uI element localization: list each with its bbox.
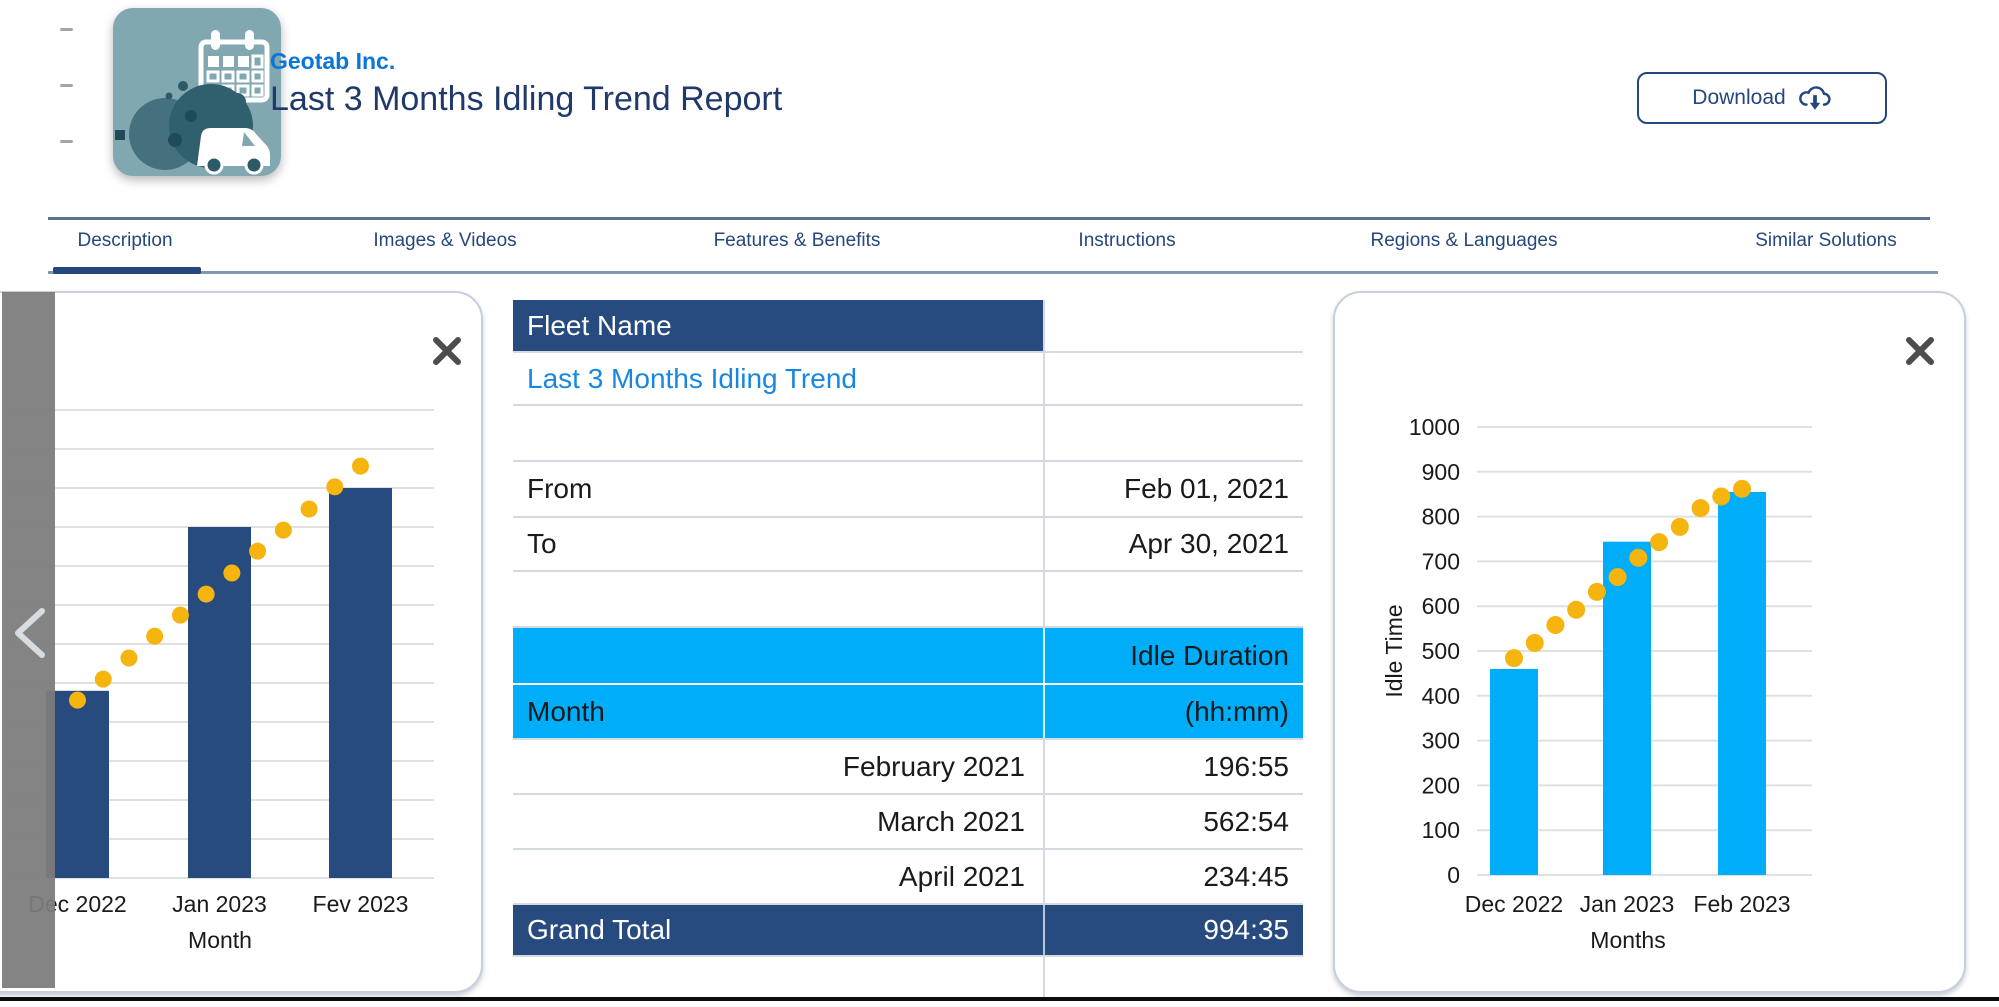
- svg-text:300: 300: [1422, 728, 1460, 754]
- svg-text:800: 800: [1422, 504, 1460, 530]
- svg-text:100: 100: [1422, 817, 1460, 843]
- svg-text:Dec 2022: Dec 2022: [1465, 891, 1563, 917]
- active-tab-underline: [53, 267, 201, 274]
- table-row: [513, 957, 1303, 997]
- tabbar-top-border: [48, 217, 1930, 220]
- table-row: March 2021 562:54: [513, 795, 1303, 850]
- idle-cell: 562:54: [1043, 795, 1303, 848]
- idle-cell: 196:55: [1043, 740, 1303, 793]
- to-label-cell: To: [527, 528, 557, 559]
- download-button[interactable]: Download: [1637, 72, 1887, 124]
- chevron-left-icon: [15, 608, 45, 658]
- idle-cell: 234:45: [1043, 850, 1303, 903]
- table-row: February 2021 196:55: [513, 740, 1303, 795]
- svg-text:500: 500: [1422, 638, 1460, 664]
- right-card-close-button[interactable]: [1903, 335, 1937, 369]
- tab-regions-languages[interactable]: Regions & Languages: [1370, 230, 1558, 251]
- bottom-divider: [0, 997, 1999, 1001]
- svg-text:Months: Months: [1590, 927, 1665, 953]
- table-cell-empty: [1043, 406, 1303, 460]
- page-title: Last 3 Months Idling Trend Report: [270, 80, 783, 118]
- svg-text:400: 400: [1422, 683, 1460, 709]
- table-cell-empty: [513, 406, 1043, 460]
- tab-description[interactable]: Description: [77, 230, 173, 251]
- report-table: Fleet Name Last 3 Months Idling Trend Fr…: [513, 300, 1303, 997]
- grand-total-row: Grand Total 994:35: [513, 905, 1303, 957]
- tab-features-benefits[interactable]: Features & Benefits: [713, 230, 881, 251]
- van-icon: [197, 128, 270, 175]
- table-row: From Feb 01, 2021: [513, 462, 1303, 518]
- svg-text:900: 900: [1422, 459, 1460, 485]
- svg-text:600: 600: [1422, 593, 1460, 619]
- drag-dash-icon: [60, 28, 73, 31]
- fleet-name-header-cell: Fleet Name: [513, 300, 1043, 351]
- table-cell-empty: [1043, 300, 1303, 351]
- download-cloud-icon: [1798, 86, 1831, 110]
- svg-text:Jan 2023: Jan 2023: [1580, 891, 1675, 917]
- svg-text:Idle Time: Idle Time: [1381, 604, 1407, 697]
- svg-text:0: 0: [1447, 862, 1460, 888]
- grand-total-label-cell: Grand Total: [513, 905, 1043, 955]
- month-cell: February 2021: [842, 750, 1025, 782]
- svg-text:Month: Month: [188, 927, 252, 953]
- drag-dash-icon: [60, 84, 73, 87]
- tab-similar-solutions[interactable]: Similar Solutions: [1755, 230, 1897, 251]
- table-cell-empty: [1043, 957, 1303, 997]
- left-card-close-button[interactable]: [430, 335, 464, 369]
- table-row: To Apr 30, 2021: [513, 518, 1303, 572]
- idle-duration-header-cell: Idle Duration: [1043, 628, 1303, 683]
- svg-text:Fev 2023: Fev 2023: [313, 891, 409, 917]
- table-cell-empty: [1043, 353, 1303, 404]
- hhmm-header-cell: (hh:mm): [1043, 685, 1303, 738]
- table-row: [513, 572, 1303, 628]
- tabbar-bottom-border: [48, 271, 1938, 274]
- to-value-cell: Apr 30, 2021: [1043, 518, 1303, 570]
- fleet-name-link[interactable]: Last 3 Months Idling Trend: [527, 362, 857, 394]
- close-icon: [433, 336, 461, 365]
- table-row: Last 3 Months Idling Trend: [513, 353, 1303, 406]
- solution-logo: [113, 8, 281, 176]
- drag-dash-icon: [60, 140, 73, 143]
- month-cell: April 2021: [898, 860, 1025, 892]
- close-icon: [1906, 336, 1934, 365]
- table-cell-empty: [513, 572, 1043, 626]
- svg-text:1000: 1000: [1409, 414, 1460, 440]
- table-header-row: Month (hh:mm): [513, 685, 1303, 740]
- table-cell-empty: [513, 957, 1043, 997]
- svg-text:700: 700: [1422, 548, 1460, 574]
- svg-text:200: 200: [1422, 772, 1460, 798]
- download-button-label: Download: [1692, 86, 1786, 109]
- tab-instructions[interactable]: Instructions: [1078, 230, 1176, 251]
- table-cell-empty: [1043, 572, 1303, 626]
- carousel-prev-button[interactable]: [8, 605, 52, 661]
- month-header-cell: Month: [513, 685, 1043, 738]
- from-value-cell: Feb 01, 2021: [1043, 462, 1303, 516]
- from-label-cell: From: [527, 473, 593, 504]
- table-header-row: Idle Duration: [513, 628, 1303, 685]
- svg-text:Jan 2023: Jan 2023: [172, 891, 267, 917]
- tab-images-videos[interactable]: Images & Videos: [373, 230, 517, 251]
- month-cell: March 2021: [877, 805, 1025, 837]
- table-row: Fleet Name: [513, 300, 1303, 353]
- table-row: [513, 406, 1303, 462]
- svg-text:Feb 2023: Feb 2023: [1693, 891, 1790, 917]
- grand-total-value-cell: 994:35: [1043, 905, 1303, 955]
- vendor-name[interactable]: Geotab Inc.: [270, 48, 396, 74]
- table-row: April 2021 234:45: [513, 850, 1303, 905]
- table-cell-empty: [513, 628, 1043, 683]
